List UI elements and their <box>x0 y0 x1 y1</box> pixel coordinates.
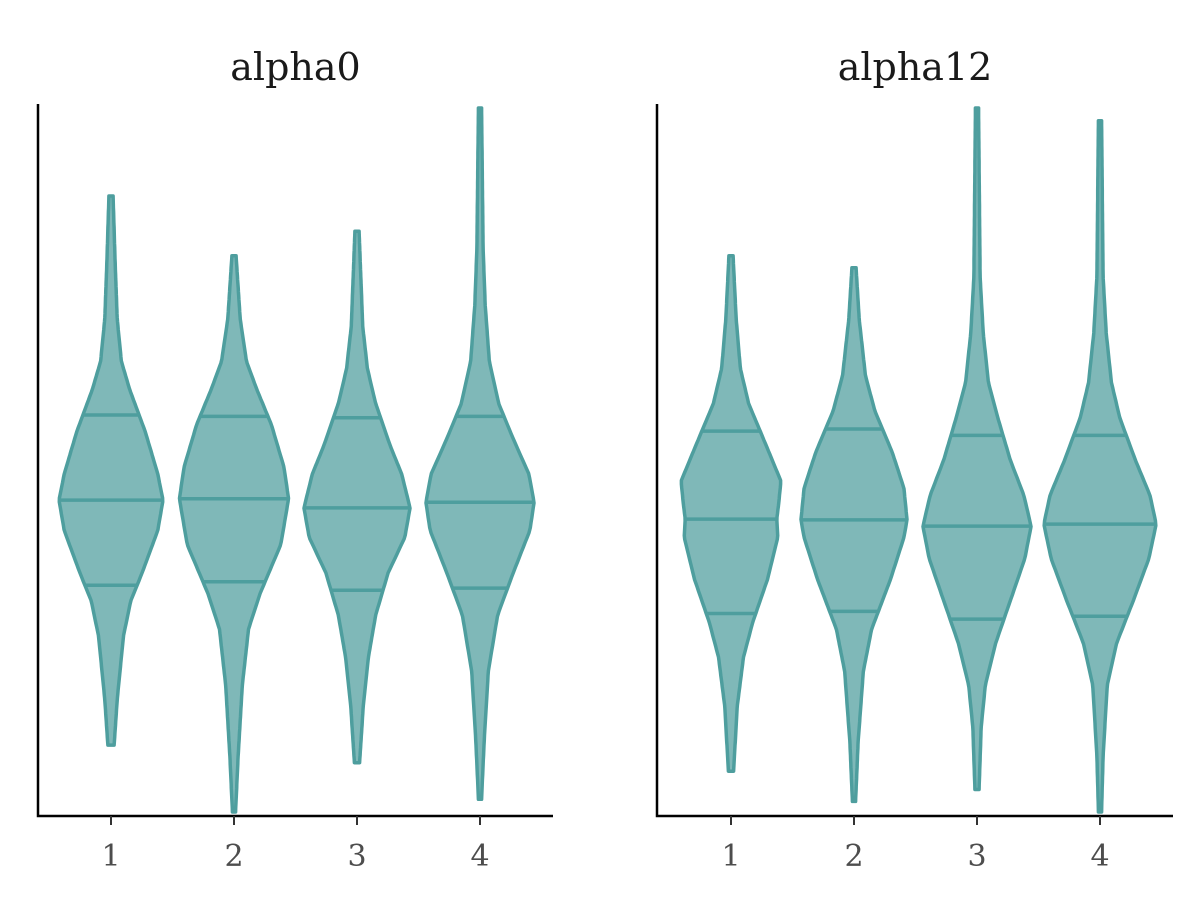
x-tick-label: 2 <box>224 839 243 874</box>
x-tick-label: 4 <box>470 839 489 874</box>
violin-3 <box>921 106 1033 792</box>
x-tick-label: 3 <box>967 839 986 874</box>
violin-4 <box>424 106 536 802</box>
axis-lines <box>655 104 1173 818</box>
violin-shape <box>1042 118 1158 814</box>
x-tick-label: 3 <box>347 839 366 874</box>
violin-4 <box>1042 118 1158 814</box>
panel-alpha12: alpha12 1 2 3 4 <box>655 45 1173 874</box>
violin-2 <box>799 266 909 804</box>
violin-1 <box>57 194 165 747</box>
x-tick-label: 1 <box>101 839 120 874</box>
x-tick-label: 2 <box>844 839 863 874</box>
panel-alpha0: alpha0 1 2 3 4 <box>36 45 553 874</box>
x-tick-label: 1 <box>721 839 740 874</box>
violin-shape <box>177 254 291 814</box>
panel-title: alpha0 <box>230 45 360 89</box>
violin-shape <box>302 229 412 765</box>
x-tick-label: 4 <box>1090 839 1109 874</box>
violin-shape <box>799 266 909 804</box>
violin-shape <box>424 106 536 802</box>
violin-1 <box>679 254 783 773</box>
violin-2 <box>177 254 291 814</box>
violin-shape <box>57 194 165 747</box>
axis-lines <box>36 104 553 818</box>
violin-shape <box>921 106 1033 792</box>
violin-shape <box>679 254 783 773</box>
panel-title: alpha12 <box>838 45 993 89</box>
violin-3 <box>302 229 412 765</box>
